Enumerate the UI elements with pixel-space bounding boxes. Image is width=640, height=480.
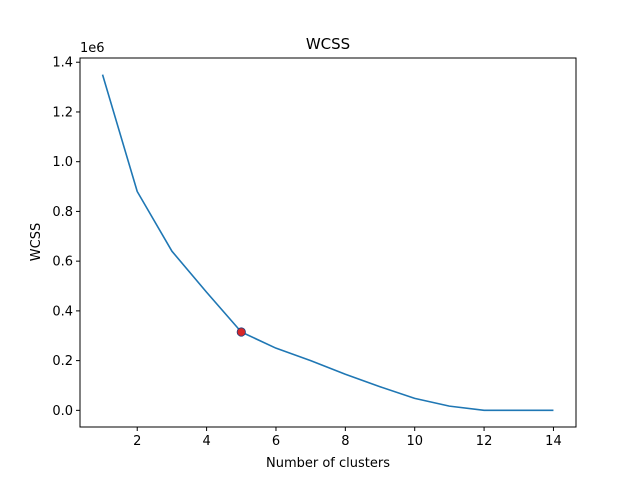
- x-tick-label: 8: [341, 434, 349, 449]
- chart-title: WCSS: [306, 35, 350, 53]
- y-tick-label: 0.0: [52, 404, 73, 419]
- x-axis-label: Number of clusters: [266, 456, 390, 471]
- wcss-line: [101, 74, 554, 412]
- y-tick-label: 0.2: [52, 354, 73, 369]
- elbow-point: [236, 327, 246, 337]
- y-tick-label: 1.2: [52, 105, 73, 120]
- y-tick-label: 1.0: [52, 155, 73, 170]
- plot-frame: [79, 57, 577, 428]
- y-tick-label: 0.4: [52, 304, 73, 319]
- x-tick-label: 10: [406, 434, 423, 449]
- x-tick-label: 4: [202, 434, 210, 449]
- y-tick-label: 1.4: [52, 56, 73, 71]
- x-tick-label: 14: [545, 434, 562, 449]
- x-tick-label: 2: [133, 434, 141, 449]
- y-tick-label: 0.8: [52, 205, 73, 220]
- x-tick-label: 6: [272, 434, 280, 449]
- y-tick-label: 0.6: [52, 255, 73, 270]
- y-axis-label: WCSS: [29, 223, 44, 261]
- x-tick-label: 12: [476, 434, 493, 449]
- y-offset-text: 1e6: [80, 41, 105, 56]
- plot-area: 2 4 6 8 10 12 14 0.0 0.2 0.4 0.6 0.8 1.0 1.2 1.4: [52, 56, 561, 449]
